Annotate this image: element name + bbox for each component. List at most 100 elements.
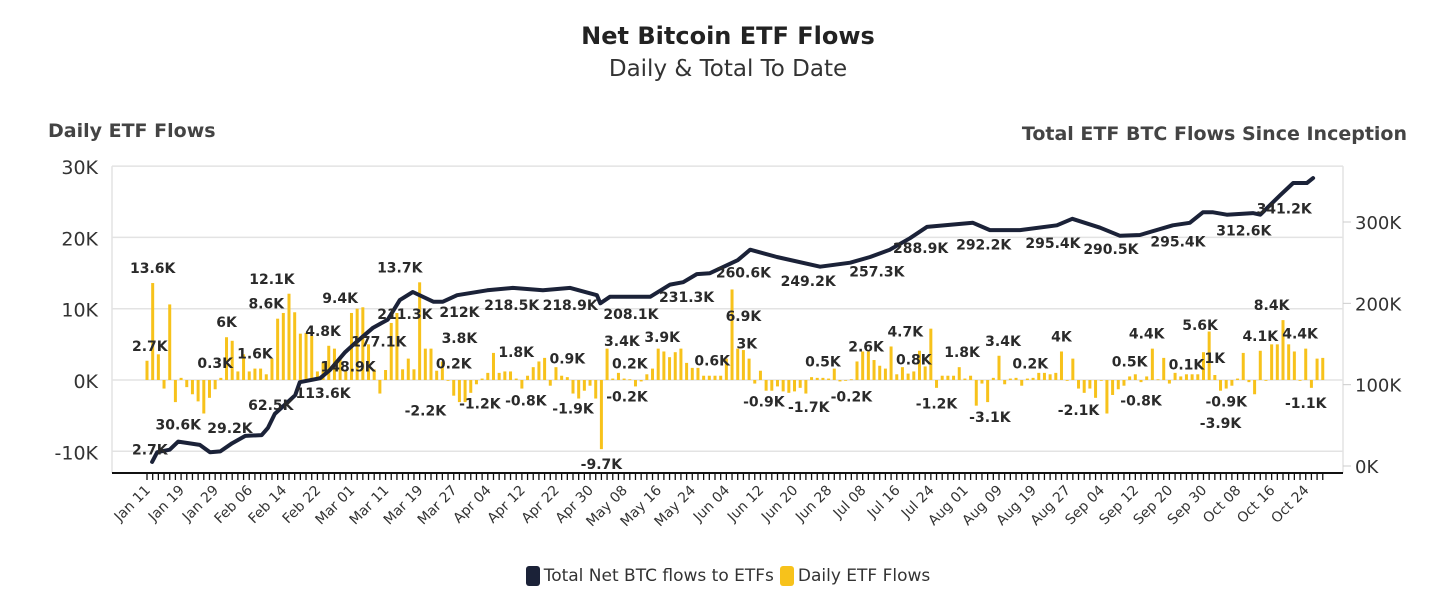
bar-data-label: 5.6K	[1182, 318, 1219, 334]
daily-flow-bar	[622, 378, 626, 380]
daily-flow-bar	[1133, 374, 1137, 380]
daily-flow-bar	[423, 348, 427, 380]
daily-flow-bar	[1224, 380, 1228, 389]
x-tick-label: Jan 11	[111, 483, 154, 526]
bar-data-label: 1.8K	[944, 345, 981, 361]
daily-flow-bar	[940, 375, 944, 380]
daily-flow-bar	[219, 377, 223, 380]
line-data-label: 295.4K	[1150, 235, 1206, 251]
left-tick-label: -10K	[55, 442, 99, 464]
daily-flow-bar	[247, 371, 251, 380]
daily-flow-bar	[310, 335, 314, 380]
daily-flow-bar	[1054, 372, 1058, 380]
daily-flow-bar	[253, 368, 257, 380]
bar-data-label: 2.7K	[132, 339, 169, 355]
bar-data-label: -0.8K	[505, 394, 548, 410]
daily-flow-bar	[276, 318, 280, 380]
bar-data-label: 0.2K	[1012, 357, 1049, 373]
daily-flow-bar	[616, 372, 620, 380]
legend-item-daily[interactable]: Daily ETF Flows	[779, 566, 931, 586]
daily-flow-bar	[469, 380, 473, 393]
bar-data-label: 1.6K	[237, 347, 274, 363]
daily-flow-bar	[1065, 380, 1069, 381]
daily-flow-bar	[844, 380, 848, 381]
daily-flow-bar	[207, 380, 211, 398]
daily-flow-bar	[1309, 380, 1313, 388]
daily-flow-bar	[156, 354, 160, 380]
daily-flow-bar	[338, 358, 342, 380]
daily-flow-bar	[781, 380, 785, 392]
line-data-label: 113.6K	[296, 386, 352, 402]
daily-flow-bar	[986, 380, 990, 403]
daily-flow-bar	[367, 344, 371, 380]
daily-flow-bar	[1037, 372, 1041, 380]
daily-flow-bar	[883, 368, 887, 380]
daily-flow-bar	[213, 380, 217, 390]
daily-flow-bar	[872, 360, 876, 380]
daily-flow-bar	[838, 380, 842, 382]
daily-flow-bar	[1099, 380, 1103, 381]
bar-data-label: -1.9K	[552, 402, 595, 418]
bar-data-label: 4.4K	[1129, 327, 1166, 343]
bar-data-label: 0.5K	[805, 354, 842, 370]
daily-flow-bar	[531, 367, 535, 380]
daily-flow-bar	[293, 312, 297, 380]
daily-flow-bar	[639, 380, 643, 382]
bar-data-label: -0.9K	[743, 394, 786, 410]
daily-flow-bar	[895, 374, 899, 380]
bar-data-label: -9.7K	[581, 457, 624, 473]
x-tick-label: Jul 16	[864, 482, 904, 522]
bar-data-label: 3.8K	[442, 331, 479, 347]
daily-flow-bar	[821, 377, 825, 380]
bar-data-label: 4.1K	[1242, 329, 1279, 345]
daily-flow-bar	[185, 380, 189, 388]
daily-flow-bar	[1088, 380, 1092, 389]
daily-flow-bar	[719, 375, 723, 380]
daily-flow-bar	[440, 361, 444, 380]
daily-flow-bar	[753, 380, 757, 384]
x-tick-label: Jun 04	[690, 482, 733, 525]
daily-flow-bar	[145, 360, 149, 380]
chart-title: Net Bitcoin ETF Flows	[581, 22, 875, 50]
daily-flow-bar	[315, 371, 319, 380]
x-tick-label: Jun 12	[724, 483, 767, 526]
daily-flow-bar	[1008, 378, 1012, 380]
daily-flow-bar	[1230, 380, 1234, 386]
daily-flow-bar	[747, 358, 751, 380]
bar-data-label: 6K	[216, 315, 238, 331]
x-tick-label: Jun 28	[792, 483, 835, 526]
daily-flow-bar	[849, 379, 853, 381]
daily-flow-bar	[491, 352, 495, 380]
daily-flow-bar	[435, 370, 439, 380]
bar-data-label: -0.9K	[1205, 394, 1248, 410]
daily-flow-bar	[202, 380, 206, 414]
daily-flow-bar	[1014, 377, 1018, 380]
left-tick-label: 30K	[61, 157, 98, 179]
daily-flow-bar	[690, 367, 694, 380]
line-data-label: 290.5K	[1083, 242, 1139, 258]
daily-flow-bar	[855, 361, 859, 380]
daily-flow-bar	[651, 368, 655, 380]
bar-data-label: 3.4K	[604, 334, 641, 350]
chart-subtitle: Daily & Total To Date	[608, 56, 848, 82]
daily-flow-bar	[1156, 379, 1160, 381]
daily-flow-bar	[946, 375, 950, 380]
daily-flow-bar	[1003, 380, 1007, 385]
daily-flow-bar	[355, 308, 359, 380]
daily-flow-bar	[1082, 380, 1086, 393]
daily-flow-bar	[571, 380, 575, 394]
legend-item-total[interactable]: Total Net BTC flows to ETFs	[525, 566, 774, 586]
line-data-label: 2.7K	[132, 442, 169, 458]
daily-flow-bar	[321, 362, 325, 380]
bar-data-label: 3.4K	[985, 334, 1022, 350]
legend-label-daily: Daily ETF Flows	[797, 566, 931, 586]
daily-flow-bar	[1213, 375, 1217, 380]
x-tick-label: Oct 24	[1268, 482, 1312, 526]
daily-flow-bar	[509, 371, 513, 380]
x-tick-label: Jun 20	[758, 483, 801, 526]
daily-flow-bar	[361, 307, 365, 380]
line-data-label: 218.9K	[543, 298, 599, 314]
daily-flow-bar	[1071, 358, 1075, 380]
daily-flow-bar	[1122, 380, 1126, 386]
daily-flow-bar	[1236, 378, 1240, 380]
